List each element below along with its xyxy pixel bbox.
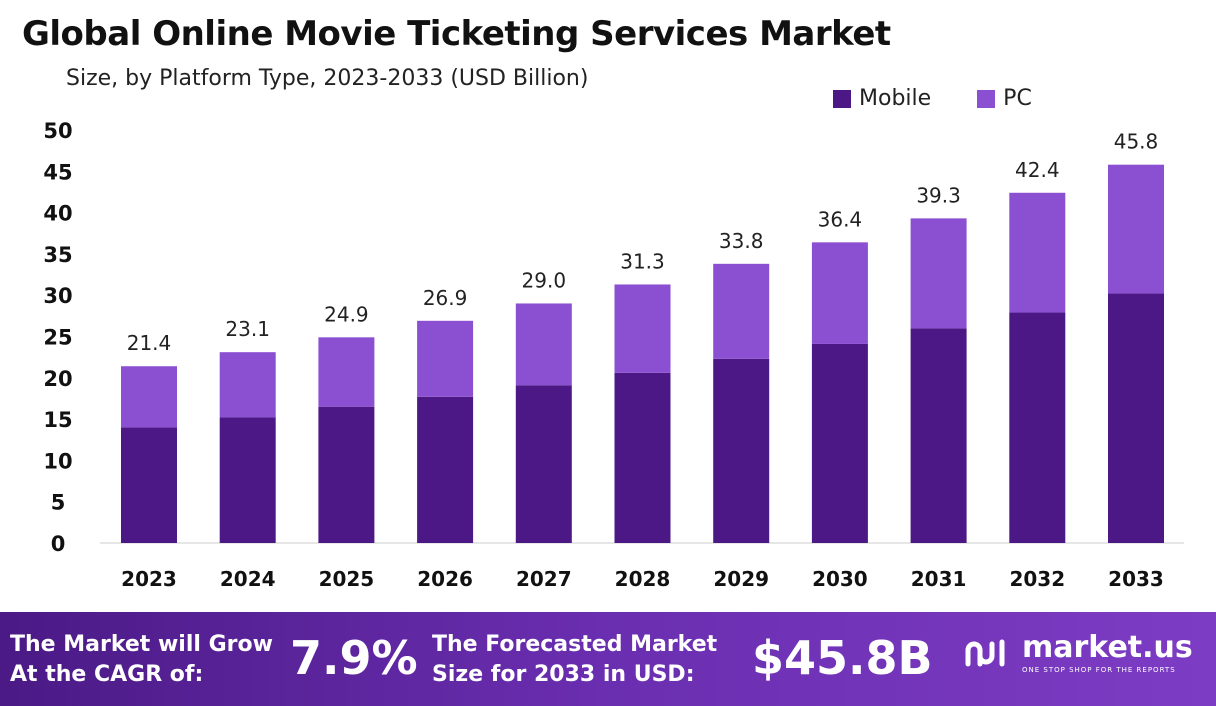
- x-tick-label-2033: 2033: [1108, 567, 1164, 591]
- bar-mobile-2027: [515, 385, 572, 543]
- forecast-label: The Forecasted Market Size for 2033 in U…: [432, 630, 717, 690]
- total-label-2026: 26.9: [423, 286, 468, 310]
- x-tick-label-2029: 2029: [713, 567, 769, 591]
- bar-pc-2024: [219, 352, 276, 418]
- legend-label-mobile: Mobile: [859, 86, 932, 111]
- y-tick-label: 0: [51, 532, 66, 556]
- bar-pc-2030: [811, 242, 868, 344]
- x-tick-label-2026: 2026: [417, 567, 473, 591]
- total-label-2023: 21.4: [127, 331, 172, 355]
- x-tick-label-2030: 2030: [812, 567, 868, 591]
- y-tick-label: 5: [51, 491, 66, 515]
- bars: [121, 164, 1164, 543]
- chart-legend: Mobile PC: [833, 86, 1078, 111]
- bar-mobile-2031: [910, 328, 967, 543]
- y-tick-label: 50: [43, 119, 72, 143]
- y-tick-label: 20: [43, 367, 72, 391]
- forecast-value: $45.8B: [752, 631, 933, 685]
- bar-mobile-2030: [811, 343, 868, 543]
- brand-tagline: ONE STOP SHOP FOR THE REPORTS: [1022, 666, 1176, 674]
- y-tick-label: 10: [43, 449, 72, 473]
- legend-swatch-pc: [977, 89, 996, 108]
- chart-subtitle: Size, by Platform Type, 2023-2033 (USD B…: [66, 66, 589, 91]
- brand-logo: market.us ONE STOP SHOP FOR THE REPORTS: [964, 632, 1193, 674]
- cagr-label-line1: The Market will Grow: [10, 632, 273, 657]
- brand-name: market.us: [1022, 630, 1193, 665]
- bar-pc-2026: [417, 320, 474, 397]
- bar-mobile-2026: [417, 396, 474, 543]
- total-label-2028: 31.3: [620, 249, 665, 273]
- y-tick-label: 15: [43, 408, 72, 432]
- bar-mobile-2028: [614, 372, 671, 543]
- y-tick-label: 30: [43, 284, 72, 308]
- bar-pc-2033: [1108, 164, 1164, 294]
- x-tick-label-2028: 2028: [615, 567, 671, 591]
- x-tick-label-2031: 2031: [911, 567, 967, 591]
- total-label-2024: 23.1: [225, 317, 270, 341]
- y-tick-label: 25: [43, 326, 72, 350]
- bar-mobile-2023: [121, 427, 177, 543]
- chart-title: Global Online Movie Ticketing Services M…: [22, 14, 891, 54]
- bar-pc-2032: [1009, 192, 1066, 313]
- cagr-value: 7.9%: [290, 631, 418, 685]
- legend-item-pc: PC: [977, 86, 1032, 111]
- bar-mobile-2033: [1108, 293, 1164, 543]
- x-tick-label-2023: 2023: [121, 567, 177, 591]
- bar-mobile-2025: [318, 406, 375, 543]
- cagr-label: The Market will Grow At the CAGR of:: [10, 630, 273, 690]
- bar-pc-2029: [713, 263, 770, 359]
- total-label-2031: 39.3: [916, 183, 961, 207]
- data-labels: 21.4 23.1 24.9 26.9 29.0 31.3 33.8 36.4 39.3 42.4…: [127, 130, 1159, 356]
- footer-banner: The Market will Grow At the CAGR of: 7.9…: [0, 612, 1216, 706]
- x-tick-label-2032: 2032: [1009, 567, 1065, 591]
- forecast-label-line2: Size for 2033 in USD:: [432, 662, 695, 687]
- bar-pc-2031: [910, 218, 967, 329]
- total-label-2033: 45.8: [1114, 130, 1159, 154]
- legend-item-mobile: Mobile: [833, 86, 931, 111]
- cagr-label-line2: At the CAGR of:: [10, 662, 204, 687]
- bar-pc-2023: [121, 366, 177, 428]
- total-label-2032: 42.4: [1015, 158, 1060, 182]
- x-tick-label-2024: 2024: [220, 567, 276, 591]
- bar-mobile-2032: [1009, 312, 1066, 543]
- total-label-2030: 36.4: [818, 207, 863, 231]
- x-tick-label-2025: 2025: [319, 567, 375, 591]
- total-label-2029: 33.8: [719, 229, 764, 253]
- market-us-logo-icon: [965, 639, 1005, 667]
- bar-pc-2028: [614, 284, 671, 373]
- x-axis-ticks: 2023 2024 2025 2026 2027 2028 2029 2030 2031 2032…: [121, 567, 1164, 591]
- legend-label-pc: PC: [1003, 86, 1032, 111]
- total-label-2025: 24.9: [324, 302, 369, 326]
- bar-mobile-2029: [713, 358, 770, 543]
- total-label-2027: 29.0: [522, 268, 567, 292]
- y-tick-label: 40: [43, 202, 72, 226]
- legend-swatch-mobile: [833, 89, 851, 108]
- bar-pc-2025: [318, 337, 375, 407]
- x-tick-label-2027: 2027: [516, 567, 572, 591]
- bar-pc-2027: [515, 303, 572, 386]
- y-axis-ticks: 0 5 10 15 20 25 30 35 40 45 50: [43, 119, 72, 556]
- bar-mobile-2024: [219, 417, 276, 543]
- y-tick-label: 45: [43, 160, 72, 184]
- forecast-label-line1: The Forecasted Market: [432, 632, 718, 657]
- y-tick-label: 35: [43, 243, 72, 267]
